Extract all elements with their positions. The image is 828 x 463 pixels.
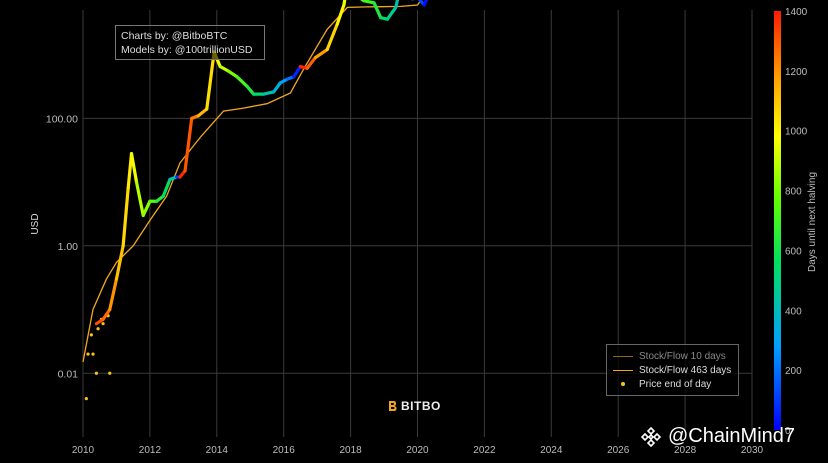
colorbar-ticks: 0 200 400 600 800 1000 1200 1400 [785, 7, 808, 437]
price-dot [101, 322, 105, 326]
watermark-text: @ChainMind7 [668, 425, 796, 447]
sf10-swatch [613, 355, 633, 357]
price-segment [272, 81, 282, 94]
colorbar-tick-label: 400 [785, 306, 802, 317]
colorbar-label: Days until next halving [807, 172, 818, 272]
price-dot-swatch [613, 382, 633, 386]
price-segment [161, 177, 172, 198]
bitbo-logo-text: BITBO [401, 399, 441, 413]
price-segment [101, 307, 112, 322]
price-segment [292, 64, 303, 79]
price-segment [313, 47, 329, 60]
colorbar [774, 11, 781, 430]
price-segment [362, 0, 376, 5]
price-segment [114, 244, 125, 281]
price-dot [96, 327, 100, 331]
watermark: @ChainMind7 [640, 425, 795, 448]
colorbar-tick-label: 1400 [785, 7, 808, 18]
x-tick-label: 2010 [72, 445, 95, 456]
colorbar-tick-label: 1200 [785, 67, 808, 78]
x-axis-ticks: 2010 2012 2014 2016 2018 2020 2022 2024 2026 2028… [72, 445, 764, 456]
stock-flow-463-days-line [82, 0, 422, 363]
price-segment [121, 186, 130, 248]
y-axis-label: USD [30, 213, 41, 234]
colorbar-tick-label: 1000 [785, 127, 808, 138]
price-segment [226, 69, 239, 79]
price-dot [84, 397, 88, 401]
colorbar-tick-label: 200 [785, 366, 802, 377]
credits-chart-line: Charts by: @BitboBTC [121, 30, 228, 42]
bitbo-logo: BITBO [388, 399, 441, 413]
price-segment [129, 151, 139, 184]
price-segment [205, 50, 216, 111]
colorbar-tick-label: 0 [785, 426, 791, 437]
credits-models-line: Models by: @100trillionUSD [121, 44, 253, 56]
price-segment [108, 277, 119, 312]
price-segment [245, 84, 256, 96]
price-segment [305, 55, 318, 70]
x-tick-label: 2022 [473, 445, 496, 456]
x-tick-label: 2020 [406, 445, 429, 456]
price-segment [141, 199, 152, 217]
price-dot [108, 371, 112, 375]
watermark-icon [640, 426, 662, 447]
chart-grid [82, 10, 753, 437]
price-segment [385, 5, 398, 21]
legend-label-price: Price end of day [639, 378, 712, 390]
colorbar-tick-label: 800 [785, 187, 802, 198]
x-tick-label: 2012 [139, 445, 162, 456]
price-segment [422, 0, 429, 7]
price-segment [372, 1, 383, 20]
y-tick-label: 1.00 [58, 241, 79, 253]
legend-label-sf10: Stock/Flow 10 days [639, 350, 726, 362]
price-segment [325, 22, 339, 52]
x-tick-label: 2018 [339, 445, 362, 456]
legend-label-sf463: Stock/Flow 463 days [639, 364, 732, 376]
credits-box: Charts by: @BitboBTC Models by: @100tril… [115, 25, 265, 60]
bitbo-logo-icon [389, 401, 397, 411]
price-segment [335, 3, 346, 26]
x-tick-label: 2024 [540, 445, 563, 456]
legend-item-sf10: Stock/Flow 10 days [613, 349, 732, 363]
price-segment [394, 0, 400, 10]
y-tick-label: 0.01 [58, 368, 79, 380]
price-dot [89, 333, 93, 337]
price-dot [94, 371, 98, 375]
price-segment [134, 180, 145, 217]
legend: Stock/Flow 10 days Stock/Flow 463 days P… [606, 344, 739, 396]
price-dot [91, 352, 95, 356]
price-segment [183, 116, 194, 173]
price-segment [235, 75, 249, 88]
price-early-dots [84, 314, 112, 401]
sf463-swatch [613, 369, 633, 371]
price-segment [342, 0, 347, 7]
x-tick-label: 2030 [741, 445, 764, 456]
legend-item-sf463: Stock/Flow 463 days [613, 363, 732, 377]
x-tick-label: 2014 [206, 445, 229, 456]
price-segment [262, 90, 276, 96]
y-tick-label: 100.00 [46, 113, 78, 125]
x-tick-label: 2026 [607, 445, 630, 456]
colorbar-tick-label: 600 [785, 246, 802, 257]
x-tick-label: 2028 [674, 445, 697, 456]
legend-item-price: Price end of day [613, 377, 732, 391]
price-dot [86, 352, 90, 356]
price-segment [196, 107, 209, 118]
x-tick-label: 2016 [273, 445, 296, 456]
